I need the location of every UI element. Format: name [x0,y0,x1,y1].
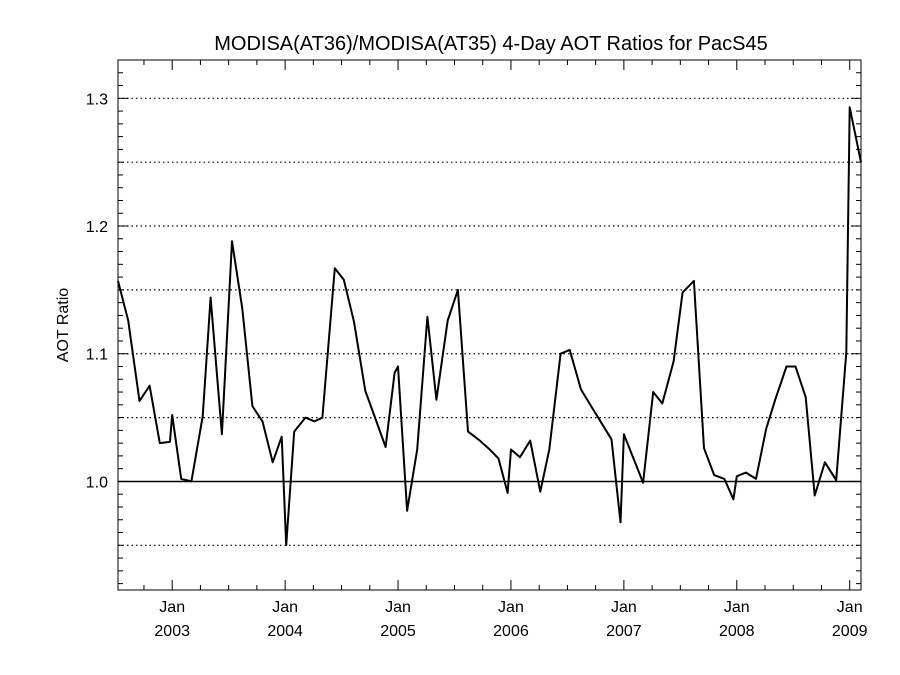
x-axis-ticks: Jan 2003 Jan 2004 Jan 2005 Jan 2006 Jan 2007 Jan 20… [143,60,868,640]
x-tick-label-month: Jan [611,599,637,616]
x-tick-label-year: 2005 [380,623,416,640]
x-tick-label-year: 2003 [154,623,190,640]
gridlines [118,97,861,546]
series-layer [117,106,862,547]
series-line [117,106,862,547]
x-tick-label-month: Jan [837,599,863,616]
y-tick-label: 1.3 [86,91,108,108]
y-tick-label: 1.2 [86,219,108,236]
x-tick-label-year: 2006 [493,623,529,640]
chart-title: MODISA(AT36)/MODISA(AT35) 4-Day AOT Rati… [214,33,768,55]
x-tick-label-month: Jan [724,599,750,616]
y-axis-ticks: 1.0 1.1 1.2 1.3 [86,59,861,585]
y-tick-label: 1.1 [86,347,108,364]
x-tick-label-month: Jan [272,599,298,616]
x-tick-label-year: 2007 [606,623,642,640]
plot-frame [117,59,862,591]
x-tick-label-year: 2008 [719,623,755,640]
x-tick-label-year: 2009 [832,623,868,640]
x-tick-label-month: Jan [498,599,524,616]
y-axis-label: AOT Ratio [55,288,72,363]
x-tick-label-month: Jan [385,599,411,616]
y-tick-label: 1.0 [86,474,108,491]
x-tick-label-month: Jan [159,599,185,616]
x-tick-label-year: 2004 [267,623,303,640]
